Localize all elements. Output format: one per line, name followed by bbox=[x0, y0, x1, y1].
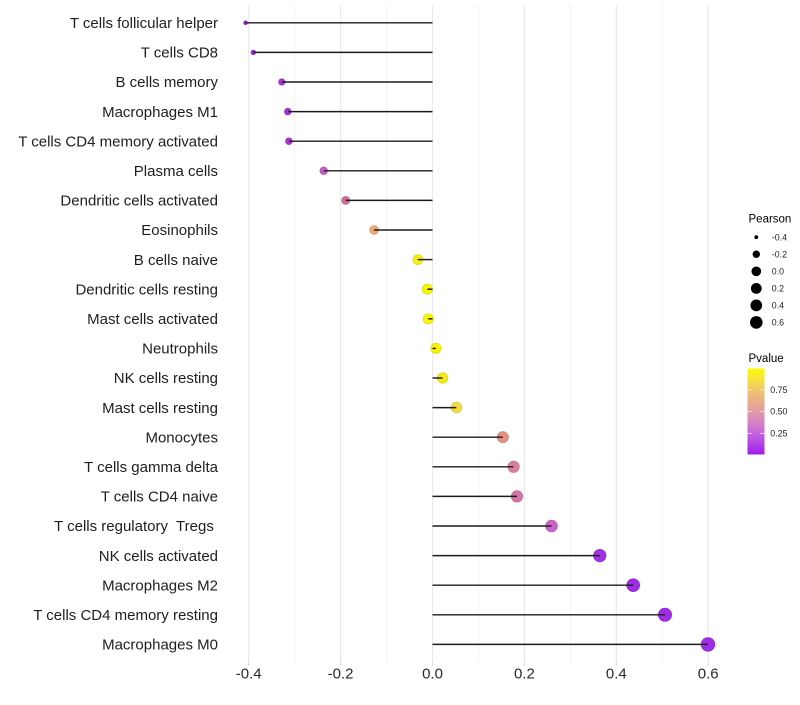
svg-text:0.2: 0.2 bbox=[514, 666, 535, 683]
svg-text:0.6: 0.6 bbox=[772, 318, 784, 328]
svg-text:-0.4: -0.4 bbox=[772, 232, 787, 242]
svg-text:Pearson: Pearson bbox=[749, 213, 792, 225]
svg-text:T cells follicular helper: T cells follicular helper bbox=[70, 15, 218, 32]
svg-text:0.4: 0.4 bbox=[772, 301, 784, 311]
svg-text:T cells CD8: T cells CD8 bbox=[141, 45, 218, 62]
svg-text:Mast cells activated: Mast cells activated bbox=[87, 311, 218, 328]
svg-text:0.0: 0.0 bbox=[772, 266, 784, 276]
svg-text:Eosinophils: Eosinophils bbox=[141, 222, 218, 239]
svg-text:Dendritic cells activated: Dendritic cells activated bbox=[60, 193, 218, 210]
svg-text:Mast cells resting: Mast cells resting bbox=[102, 400, 218, 417]
svg-text:0.6: 0.6 bbox=[698, 666, 719, 683]
svg-text:Macrophages M2: Macrophages M2 bbox=[102, 577, 218, 594]
svg-text:0.0: 0.0 bbox=[422, 666, 443, 683]
svg-text:T cells CD4 memory activated: T cells CD4 memory activated bbox=[18, 133, 218, 150]
svg-text:T cells regulatory Tregs: T cells regulatory Tregs bbox=[54, 518, 218, 535]
svg-text:0.50: 0.50 bbox=[770, 407, 787, 417]
svg-text:-0.4: -0.4 bbox=[236, 666, 262, 683]
svg-text:0.25: 0.25 bbox=[770, 429, 787, 439]
svg-text:Macrophages M0: Macrophages M0 bbox=[102, 637, 218, 654]
svg-text:B cells memory: B cells memory bbox=[115, 74, 218, 91]
svg-text:-0.2: -0.2 bbox=[328, 666, 354, 683]
svg-text:Monocytes: Monocytes bbox=[145, 429, 218, 446]
svg-text:T cells CD4 memory resting: T cells CD4 memory resting bbox=[33, 607, 218, 624]
svg-text:NK cells activated: NK cells activated bbox=[99, 548, 218, 565]
svg-text:NK cells resting: NK cells resting bbox=[114, 370, 218, 387]
svg-text:0.75: 0.75 bbox=[770, 385, 787, 395]
svg-text:Dendritic cells resting: Dendritic cells resting bbox=[75, 281, 218, 298]
svg-text:T cells gamma delta: T cells gamma delta bbox=[84, 459, 219, 476]
svg-text:B cells naive: B cells naive bbox=[134, 252, 218, 269]
svg-text:0.2: 0.2 bbox=[772, 284, 784, 294]
svg-text:T cells CD4 naive: T cells CD4 naive bbox=[101, 489, 218, 506]
svg-text:Pvalue: Pvalue bbox=[749, 353, 784, 365]
svg-text:Neutrophils: Neutrophils bbox=[142, 341, 218, 358]
svg-text:Macrophages M1: Macrophages M1 bbox=[102, 104, 218, 121]
svg-text:0.4: 0.4 bbox=[606, 666, 627, 683]
svg-text:Plasma cells: Plasma cells bbox=[134, 163, 218, 180]
svg-text:-0.2: -0.2 bbox=[772, 249, 787, 259]
